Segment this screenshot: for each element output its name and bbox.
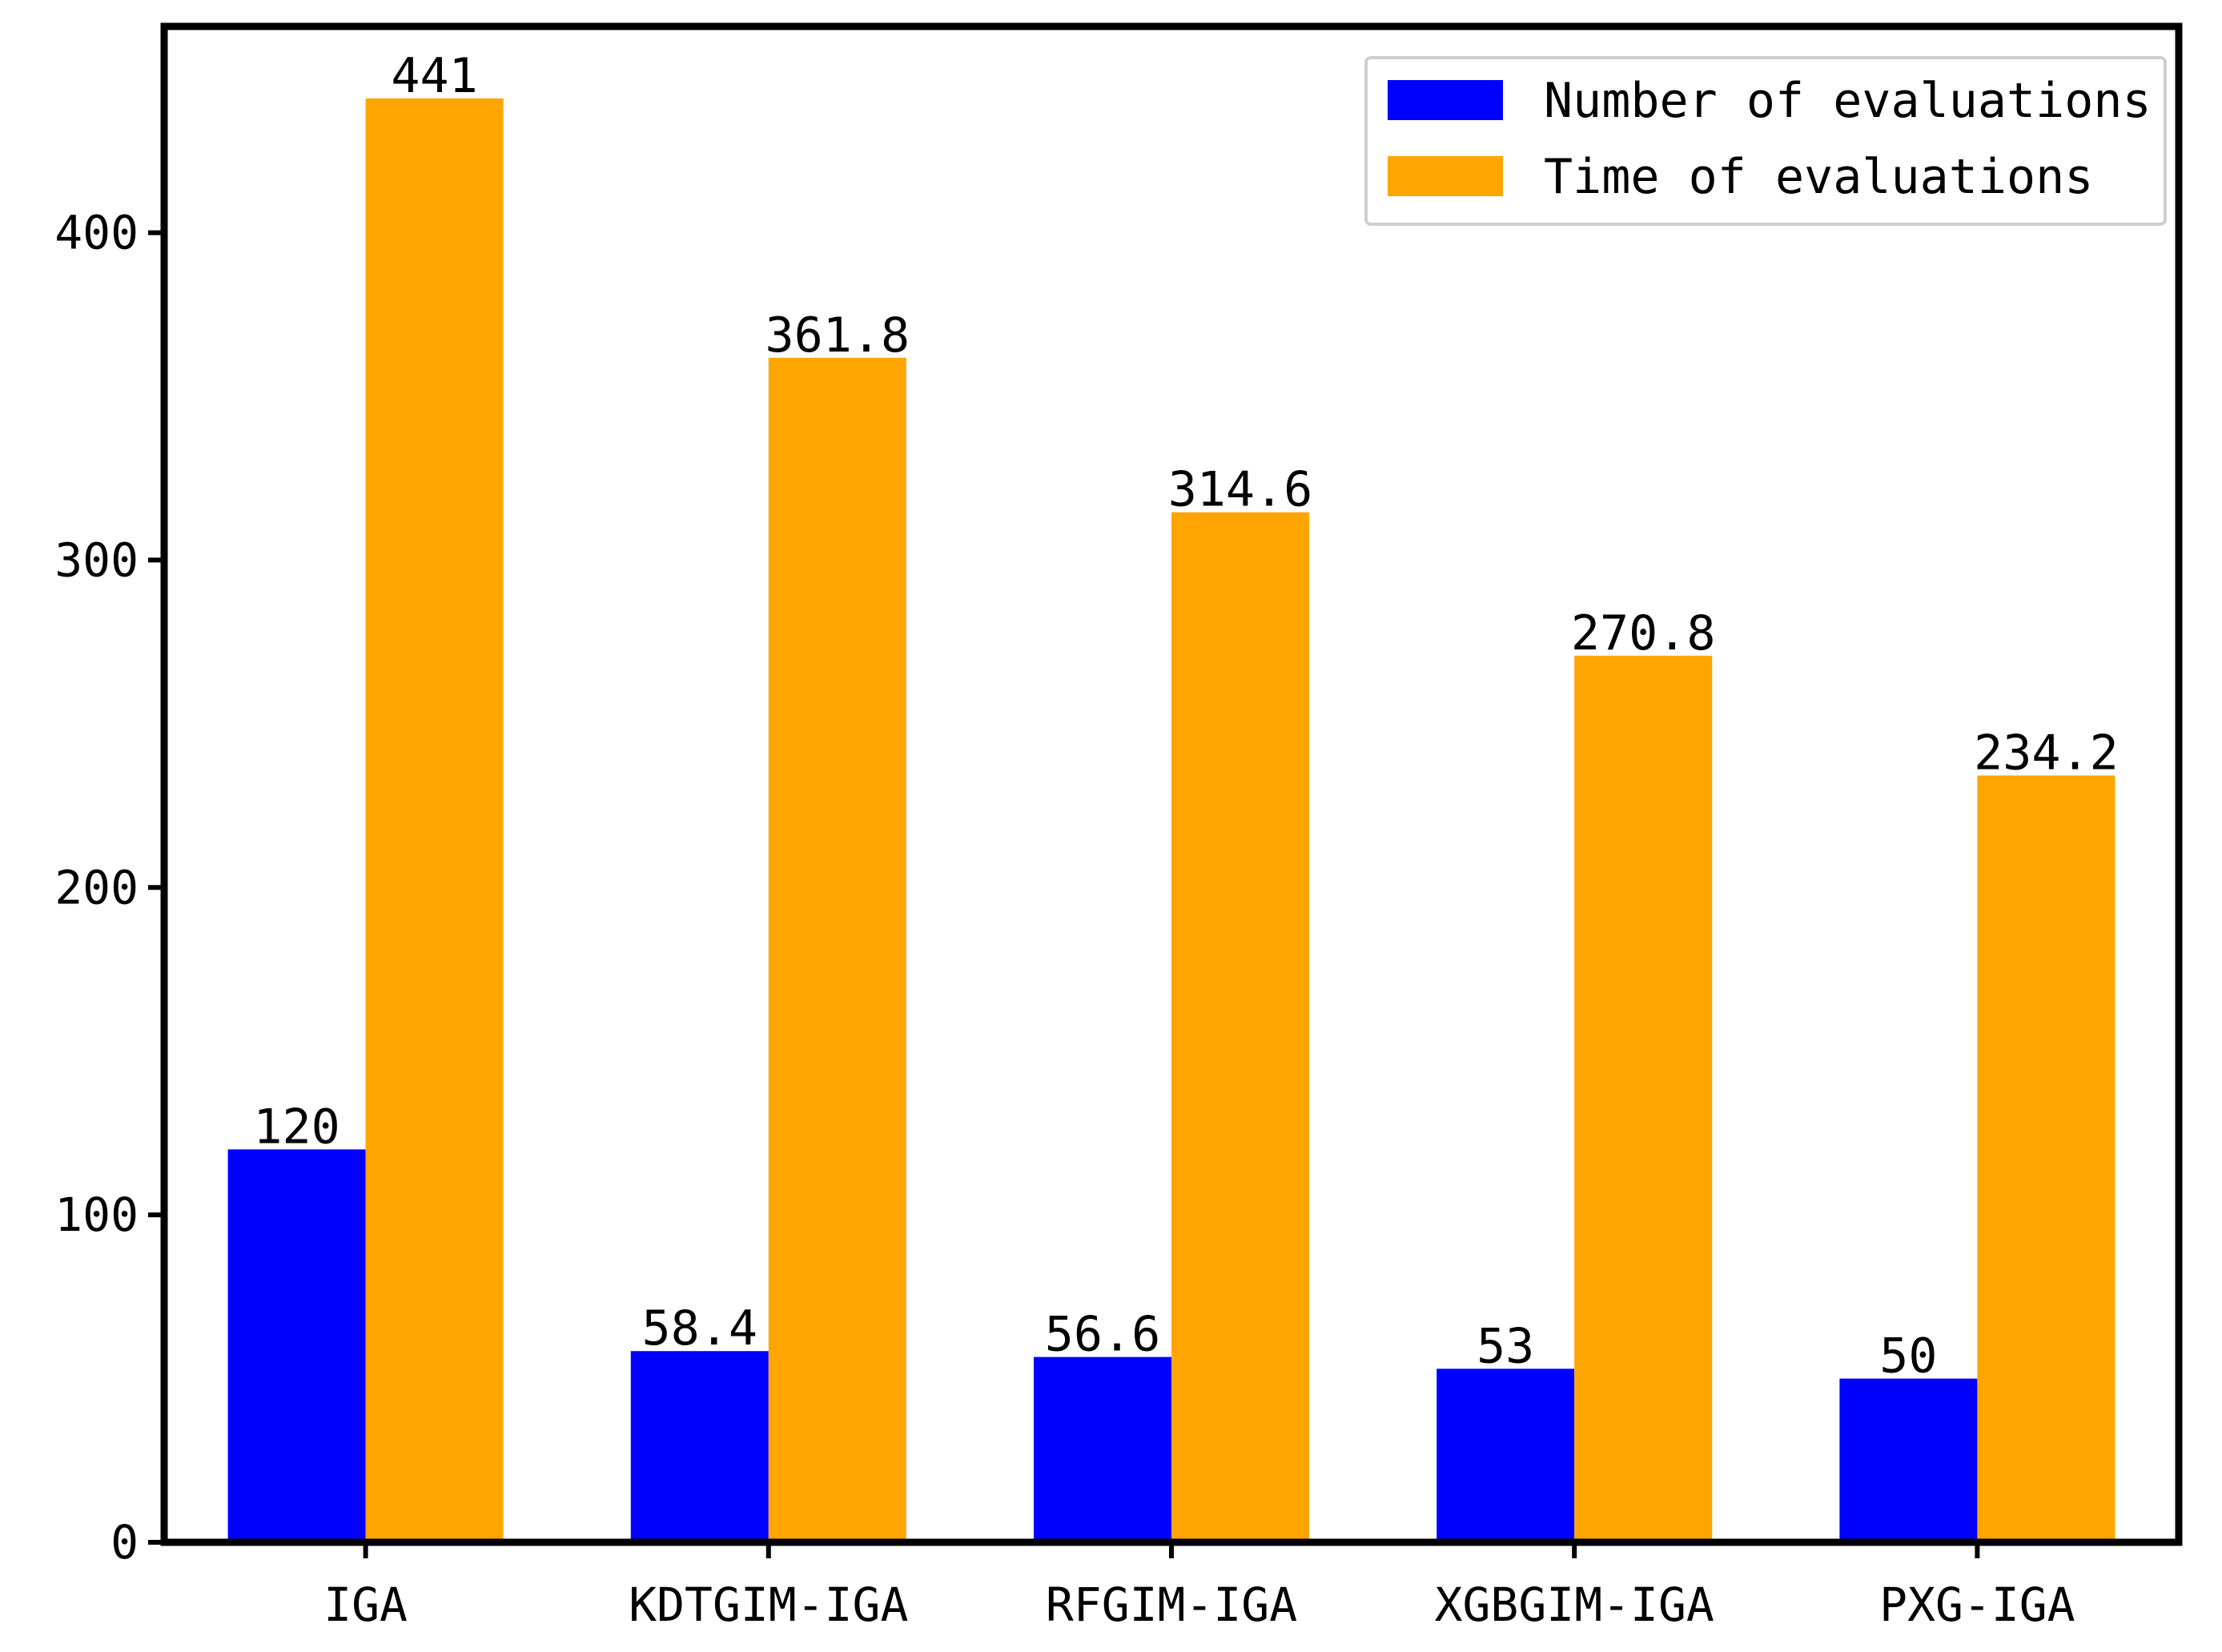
legend-swatch-number-of-evaluations: [1388, 80, 1503, 120]
y-tick-label: 300: [54, 533, 139, 587]
bar-series: [227, 98, 2116, 1543]
legend-frame: [1364, 56, 2167, 226]
x-axis: IGA KDTGIM-IGA RFGIM-IGA XGBGIM-IGA PXG-IGA: [323, 1542, 2075, 1632]
y-tick-label: 100: [54, 1188, 139, 1242]
y-tick-label: 400: [54, 206, 139, 260]
data-label: 120: [253, 1099, 340, 1155]
bar-time-of-evaluations-kdtgim-iga: [768, 357, 906, 1542]
data-label: 441: [391, 48, 477, 104]
bar-time-of-evaluations-rfgim-iga: [1171, 512, 1309, 1543]
data-label: 53: [1477, 1318, 1534, 1374]
bar-number-of-evaluations-kdtgim-iga: [630, 1351, 769, 1542]
legend-label-time-of-evaluations: Time of evaluations: [1544, 149, 2093, 205]
x-tick-label: RFGIM-IGA: [1046, 1578, 1297, 1632]
y-tick-label: 0: [110, 1515, 139, 1570]
bar-number-of-evaluations-pxg-iga: [1839, 1378, 1978, 1542]
bar-number-of-evaluations-rfgim-iga: [1034, 1357, 1171, 1542]
data-label: 56.6: [1045, 1307, 1161, 1363]
data-label: 58.4: [642, 1300, 758, 1357]
data-labels: 120 441 58.4 361.8 56.6 314.6 53 270.8 50 234.2: [253, 48, 2118, 1385]
legend-label-number-of-evaluations: Number of evaluations: [1544, 73, 2152, 129]
plot-frame: [160, 22, 2183, 1546]
data-label: 361.8: [765, 307, 910, 364]
x-tick-label: IGA: [323, 1578, 408, 1632]
data-label: 50: [1879, 1328, 1937, 1385]
bar-time-of-evaluations-pxg-iga: [1977, 775, 2116, 1542]
bar-number-of-evaluations-xgbgim-iga: [1436, 1369, 1575, 1542]
x-tick-label: KDTGIM-IGA: [629, 1578, 908, 1632]
bar-number-of-evaluations-iga: [227, 1149, 366, 1542]
y-tick-label: 200: [54, 860, 139, 914]
x-tick-label: XGBGIM-IGA: [1435, 1578, 1714, 1632]
bar-time-of-evaluations-xgbgim-iga: [1574, 655, 1713, 1543]
legend-swatch-time-of-evaluations: [1388, 156, 1503, 196]
x-tick-label: PXG-IGA: [1879, 1578, 2075, 1632]
data-label: 314.6: [1168, 462, 1313, 518]
y-axis: 0 100 200 300 400: [54, 206, 164, 1570]
data-label: 270.8: [1571, 605, 1716, 661]
bar-time-of-evaluations-iga: [365, 98, 504, 1543]
legend: Number of evaluations Time of evaluation…: [1364, 56, 2167, 226]
data-label: 234.2: [1974, 725, 2119, 781]
